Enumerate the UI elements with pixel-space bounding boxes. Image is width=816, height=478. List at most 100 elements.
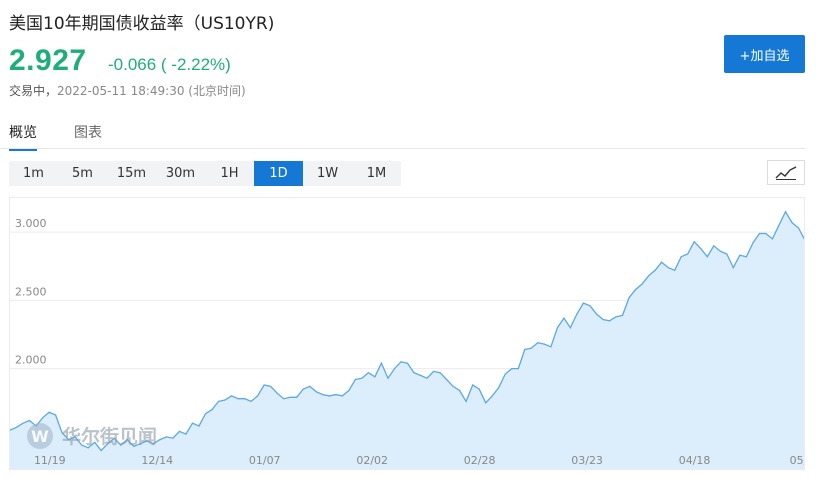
data-point: [524, 348, 526, 351]
data-point: [784, 211, 787, 213]
period-30m[interactable]: 30m: [165, 166, 196, 181]
data-point: [537, 342, 539, 344]
page-title: 美国10年期国债收益率（US10YR): [9, 14, 275, 34]
data-point: [615, 316, 617, 318]
watermark: W 华尔街见闻: [27, 423, 157, 449]
data-point: [680, 256, 682, 258]
tab-chart[interactable]: 图表: [74, 125, 102, 141]
data-point: [28, 419, 31, 422]
data-point: [648, 275, 650, 277]
tab-bar: 概览 图表: [0, 118, 805, 151]
data-point: [315, 391, 317, 393]
area-chart: W 华尔街见闻 2.000 2.500 3.000 11/19 12/14 01/07 02…: [10, 210, 805, 469]
data-point: [758, 232, 761, 235]
data-point: [270, 385, 272, 387]
price-chart: W 华尔街见闻 2.000 2.500 3.000 11/19 12/14 01/07 02…: [9, 197, 805, 470]
data-point: [152, 443, 154, 445]
data-point: [296, 396, 298, 398]
series-area: [10, 211, 804, 469]
data-point: [191, 422, 194, 424]
data-point: [804, 240, 805, 241]
watermark-logo: [27, 423, 53, 449]
data-point: [576, 313, 578, 315]
period-1d[interactable]: 1D: [254, 161, 303, 186]
data-point: [361, 377, 363, 379]
period-1w[interactable]: 1W: [316, 166, 339, 181]
data-point: [687, 253, 689, 255]
period-5m[interactable]: 5m: [72, 166, 93, 181]
data-point: [341, 395, 343, 397]
data-point: [178, 430, 180, 432]
data-point: [621, 314, 624, 316]
data-point: [491, 395, 493, 397]
data-point: [55, 414, 57, 416]
data-point: [511, 368, 513, 370]
data-point: [120, 444, 122, 446]
data-point: [556, 327, 559, 329]
data-point: [309, 385, 311, 387]
trade-status: 交易中，2022-05-11 18:49:30 (北京时间): [9, 82, 246, 99]
data-point: [674, 269, 676, 271]
data-point: [146, 440, 148, 442]
data-point: [459, 389, 461, 392]
period-15m[interactable]: 15m: [116, 166, 147, 181]
data-point: [74, 436, 76, 438]
data-point: [48, 411, 50, 413]
data-point: [439, 372, 441, 374]
data-point: [165, 436, 167, 438]
data-point: [726, 253, 728, 255]
data-point: [113, 437, 115, 439]
chart-type-button[interactable]: [767, 160, 805, 185]
data-point: [250, 400, 252, 402]
y-tick-label: 2.500: [15, 285, 47, 298]
data-point: [700, 247, 702, 250]
data-point: [413, 372, 415, 374]
data-point: [602, 318, 604, 321]
y-tick-label: 2.000: [15, 354, 47, 367]
data-point: [42, 417, 44, 419]
data-point: [641, 283, 643, 285]
data-point: [582, 302, 585, 304]
data-point: [661, 261, 663, 263]
data-point: [263, 384, 265, 386]
y-tick-label: 3.000: [15, 217, 47, 230]
data-point: [289, 396, 291, 398]
data-point: [393, 368, 396, 370]
data-point: [139, 443, 141, 445]
data-point: [732, 267, 734, 269]
x-tick-label: 03/23: [571, 454, 603, 467]
data-point: [719, 250, 721, 252]
data-point: [133, 445, 135, 447]
data-point: [237, 398, 239, 400]
data-point: [608, 320, 611, 322]
add-to-watchlist-button[interactable]: +加自选: [724, 35, 805, 73]
data-point: [550, 346, 552, 348]
price-change: -0.066 ( -2.22%): [108, 55, 231, 74]
data-point: [778, 224, 780, 226]
data-point: [231, 395, 233, 397]
period-1m[interactable]: 1m: [23, 166, 44, 181]
data-point: [126, 439, 128, 441]
data-point: [654, 269, 656, 271]
data-point: [374, 376, 376, 378]
tab-overview[interactable]: 概览: [9, 122, 37, 151]
data-point: [745, 256, 748, 258]
data-point: [452, 385, 454, 387]
period-1h[interactable]: 1H: [220, 166, 239, 181]
area-layer: [10, 210, 805, 469]
data-point: [100, 449, 102, 452]
data-point: [713, 245, 715, 247]
data-point: [400, 361, 402, 363]
data-point: [81, 444, 83, 446]
data-point: [628, 297, 630, 299]
data-point: [10, 429, 11, 431]
data-point: [472, 384, 474, 386]
period-1mo[interactable]: 1M: [366, 166, 387, 181]
data-point: [504, 373, 506, 375]
x-tick-label: 05/1: [790, 454, 805, 467]
x-tick-label: 01/07: [249, 454, 281, 467]
data-point: [276, 392, 278, 394]
data-point: [211, 409, 213, 411]
period-selector: 1m 5m 15m 30m 1H 1D 1W 1M: [9, 161, 401, 186]
data-point: [172, 437, 174, 439]
